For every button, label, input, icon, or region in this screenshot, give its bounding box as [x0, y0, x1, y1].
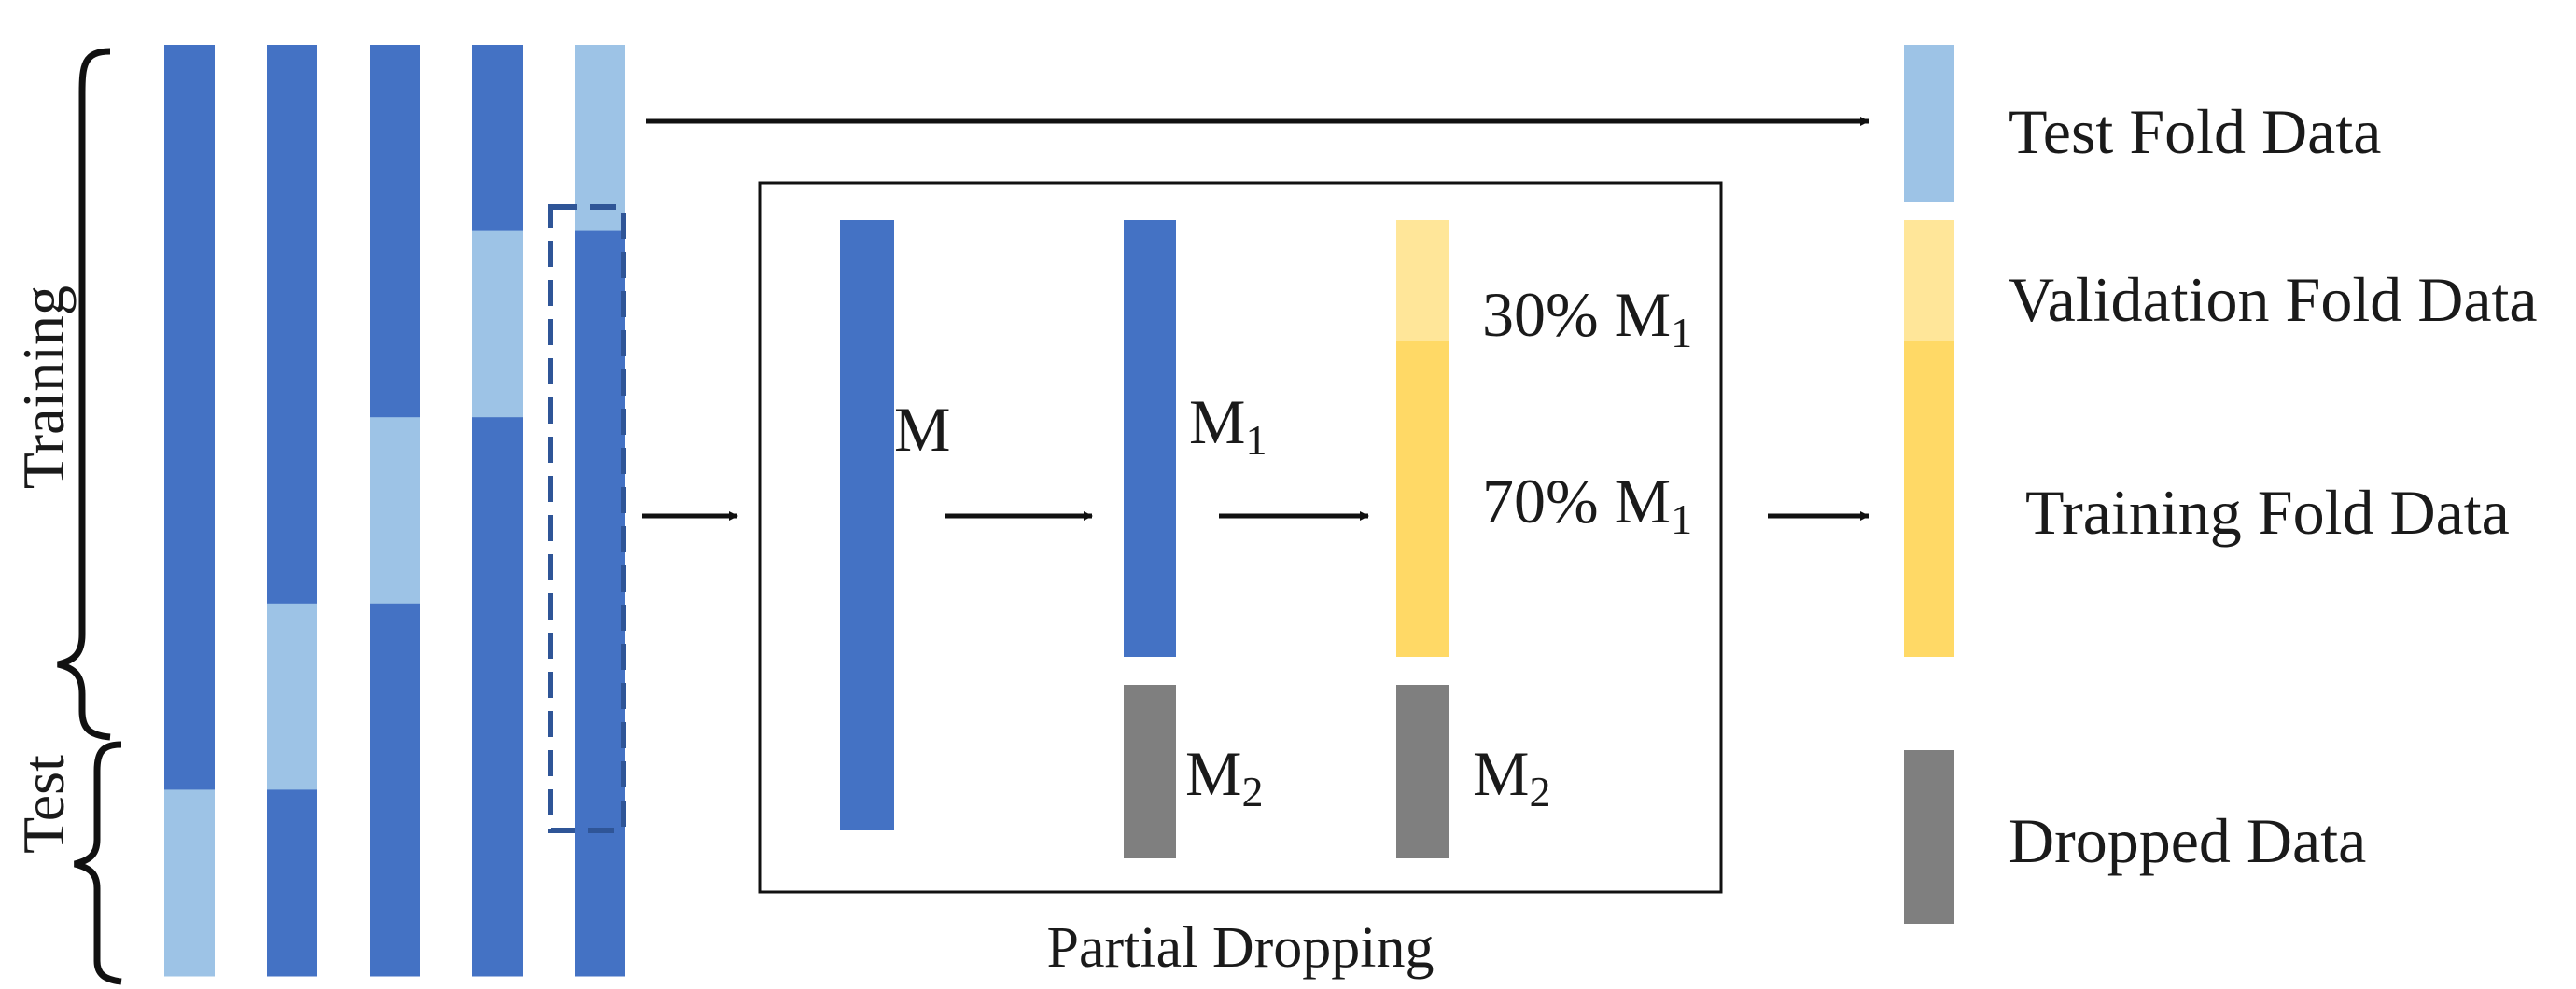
fold-1-part-3-train [164, 417, 215, 605]
fold-3-part-5-train [370, 789, 420, 977]
fold-2-part-2-train [267, 230, 317, 418]
fold-columns [164, 45, 625, 977]
fold-3-part-2-train [370, 230, 420, 418]
m-label: M [894, 394, 950, 465]
fold-5-part-1-test [575, 45, 625, 232]
fold-2-part-5-train [267, 789, 317, 977]
fold-2-part-3-train [267, 417, 317, 605]
legend-validation-label: Validation Fold Data [2009, 264, 2538, 335]
partial-dropping-caption: Partial Dropping [1047, 916, 1435, 980]
fold-5-part-5-train [575, 789, 625, 977]
m2-label: M2 [1185, 738, 1263, 815]
fold-3-part-1-train [370, 45, 420, 232]
fold-4-part-5-train [472, 789, 523, 977]
fold-1-part-1-train [164, 45, 215, 232]
selected-fold-dashed-box [548, 204, 626, 833]
training-brace-icon [57, 48, 111, 741]
legend-validation-swatch [1904, 220, 1954, 341]
legend-training-label: Training Fold Data [2025, 477, 2510, 548]
legend: Test Fold Data Validation Fold Data Trai… [1904, 45, 2538, 924]
legend-dropped-swatch [1904, 750, 1954, 924]
legend-dropped-label: Dropped Data [2009, 805, 2366, 876]
validation-split-bar [1396, 220, 1449, 341]
fold-1-part-4-train [164, 603, 215, 790]
m2-bar [1124, 685, 1176, 858]
legend-test-swatch [1904, 45, 1954, 202]
m2-dropped-label: M2 [1473, 738, 1550, 815]
m1-bar [1124, 220, 1176, 657]
legend-test-label: Test Fold Data [2009, 96, 2381, 167]
fold-5-part-3-train [575, 417, 625, 605]
test-side-label: Test [10, 755, 77, 854]
legend-training-swatch [1904, 341, 1954, 657]
dropped-split-bar [1396, 685, 1449, 858]
training-split-bar [1396, 341, 1449, 657]
fold-2-part-4-test [267, 603, 317, 790]
m-bar [840, 220, 894, 830]
fold-3-part-4-train [370, 603, 420, 790]
fold-4-part-3-train [472, 417, 523, 605]
partial-dropping-box [758, 181, 1723, 894]
fold-5-part-2-train [575, 230, 625, 418]
fold-1-part-2-train [164, 230, 215, 418]
training-side-label: Training [10, 286, 77, 489]
fold-4-part-2-test [472, 230, 523, 418]
seventy-percent-m1-label: 70% M1 [1482, 466, 1692, 543]
fold-4-part-4-train [472, 603, 523, 790]
fold-3-part-3-test [370, 417, 420, 605]
fold-4-part-1-train [472, 45, 523, 232]
fold-2-part-1-train [267, 45, 317, 232]
fold-1-part-5-test [164, 789, 215, 977]
test-brace-icon [74, 741, 122, 985]
fold-5-part-4-train [575, 603, 625, 790]
thirty-percent-m1-label: 30% M1 [1482, 279, 1692, 356]
m1-label: M1 [1189, 386, 1267, 464]
